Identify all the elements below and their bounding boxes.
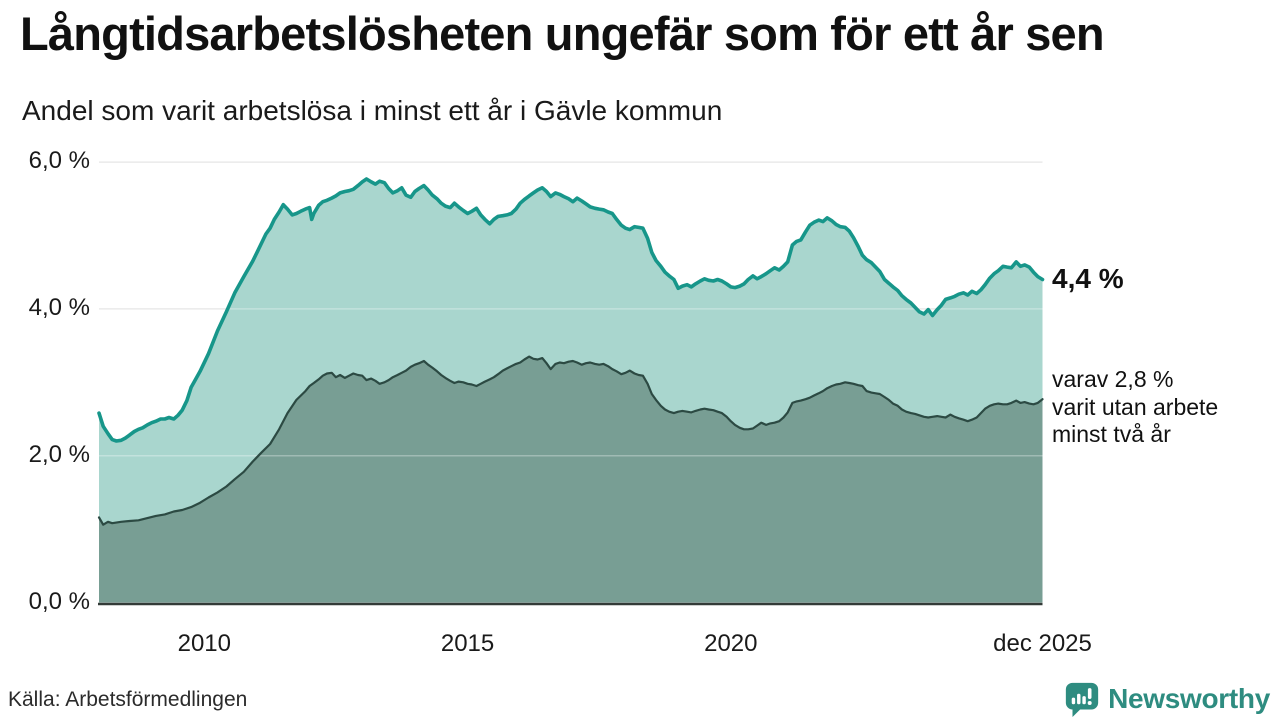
latest-value-label: 4,4 % <box>1052 263 1124 294</box>
y-axis-tick-4: 4,0 % <box>28 293 90 321</box>
x-axis-tick-2010: 2010 <box>177 630 231 657</box>
secondary-value-line2: varit utan arbete <box>1052 393 1219 420</box>
y-axis-tick-2: 2,0 % <box>28 440 90 468</box>
page-title: Långtidsarbetslösheten ungefär som för e… <box>20 7 1105 60</box>
x-axis-tick-2015: 2015 <box>440 630 495 657</box>
y-axis-tick-0: 0,0 % <box>28 587 90 615</box>
chart-subtitle: Andel som varit arbetslösa i minst ett å… <box>22 95 723 126</box>
x-axis-tick-2020: 2020 <box>704 630 758 657</box>
secondary-value-label: varav 2,8 % varit utan arbete minst två … <box>1052 366 1218 449</box>
y-axis-tick-6: 6,0 % <box>28 146 90 174</box>
source-credit: Källa: Arbetsförmedlingen <box>8 688 248 711</box>
x-axis-tick-dec-2025: dec 2025 <box>993 630 1092 657</box>
secondary-value-line1: varav 2,8 % <box>1052 366 1174 392</box>
newsworthy-wordmark: Newsworthy <box>1108 683 1270 714</box>
secondary-value-line3: minst två år <box>1052 421 1171 447</box>
newsworthy-bubble-chart-icon <box>1063 680 1101 718</box>
newsworthy-logo: Newsworthy <box>1063 679 1270 719</box>
